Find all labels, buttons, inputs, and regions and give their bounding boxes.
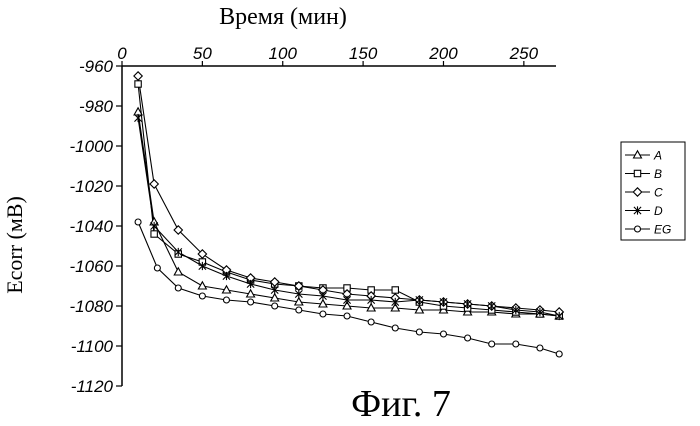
data-point-d	[199, 262, 206, 270]
data-point-eg	[440, 331, 446, 337]
data-point-eg	[154, 265, 160, 271]
legend-marker-eg	[635, 226, 641, 232]
x-tick-label: 100	[269, 44, 298, 63]
x-ticks: 0 50 100 150 200 250	[117, 44, 538, 66]
figure-label: Фиг. 7	[351, 383, 451, 425]
data-point-eg	[320, 311, 326, 317]
data-point-eg	[272, 303, 278, 309]
legend-label-a: A	[653, 149, 662, 163]
data-point-d	[134, 114, 141, 122]
data-point-eg	[489, 341, 495, 347]
series-line-c	[138, 76, 559, 312]
data-point-eg	[416, 329, 422, 335]
data-point-d	[247, 280, 254, 288]
y-tick-label: -1080	[70, 297, 114, 316]
data-point-eg	[392, 325, 398, 331]
x-tick-label: 50	[193, 44, 212, 63]
y-tick-label: -1060	[70, 257, 114, 276]
y-tick-label: -1120	[71, 377, 114, 396]
y-tick-label: -1100	[71, 337, 114, 356]
legend-label-d: D	[654, 204, 663, 218]
data-point-eg	[296, 307, 302, 313]
data-point-eg	[465, 335, 471, 341]
data-point-eg	[556, 351, 562, 357]
data-point-a	[198, 282, 206, 289]
data-point-d	[223, 272, 230, 280]
legend-label-b: B	[654, 167, 662, 181]
x-tick-label: 0	[117, 44, 127, 63]
data-point-b	[151, 231, 157, 237]
data-point-eg	[344, 313, 350, 319]
data-point-eg	[223, 297, 229, 303]
y-tick-label: -960	[79, 57, 114, 76]
data-point-b	[392, 287, 398, 293]
data-point-b	[135, 81, 141, 87]
series-lines	[138, 76, 559, 354]
data-point-c	[134, 72, 142, 80]
series-line-b	[138, 84, 559, 316]
y-tick-label: -1000	[70, 137, 114, 156]
x-tick-label: 250	[509, 44, 539, 63]
legend: ABCD EG	[621, 142, 685, 240]
data-point-d	[151, 222, 158, 230]
y-axis-title: Ecorr (мВ)	[2, 196, 27, 294]
y-tick-label: -980	[79, 97, 114, 116]
x-tick-label: 200	[428, 44, 458, 63]
data-point-eg	[537, 345, 543, 351]
y-ticks: -960 -980 -1000 -1020 -1040 -1060 -1080 -1100 -1…	[70, 57, 122, 396]
data-point-eg	[248, 299, 254, 305]
data-point-eg	[368, 319, 374, 325]
x-tick-label: 150	[349, 44, 378, 63]
data-point-eg	[199, 293, 205, 299]
series-markers	[134, 72, 564, 357]
legend-box	[621, 142, 685, 240]
legend-label-c: C	[654, 186, 663, 200]
y-tick-label: -1020	[70, 177, 114, 196]
data-point-a	[174, 268, 182, 275]
data-point-eg	[513, 341, 519, 347]
data-point-eg	[175, 285, 181, 291]
legend-marker-b	[634, 170, 640, 176]
x-axis-title: Время (мин)	[219, 4, 347, 30]
y-tick-label: -1040	[70, 217, 114, 236]
data-point-eg	[135, 219, 141, 225]
data-point-c	[150, 180, 158, 188]
legend-label-eg: EG	[654, 223, 671, 237]
